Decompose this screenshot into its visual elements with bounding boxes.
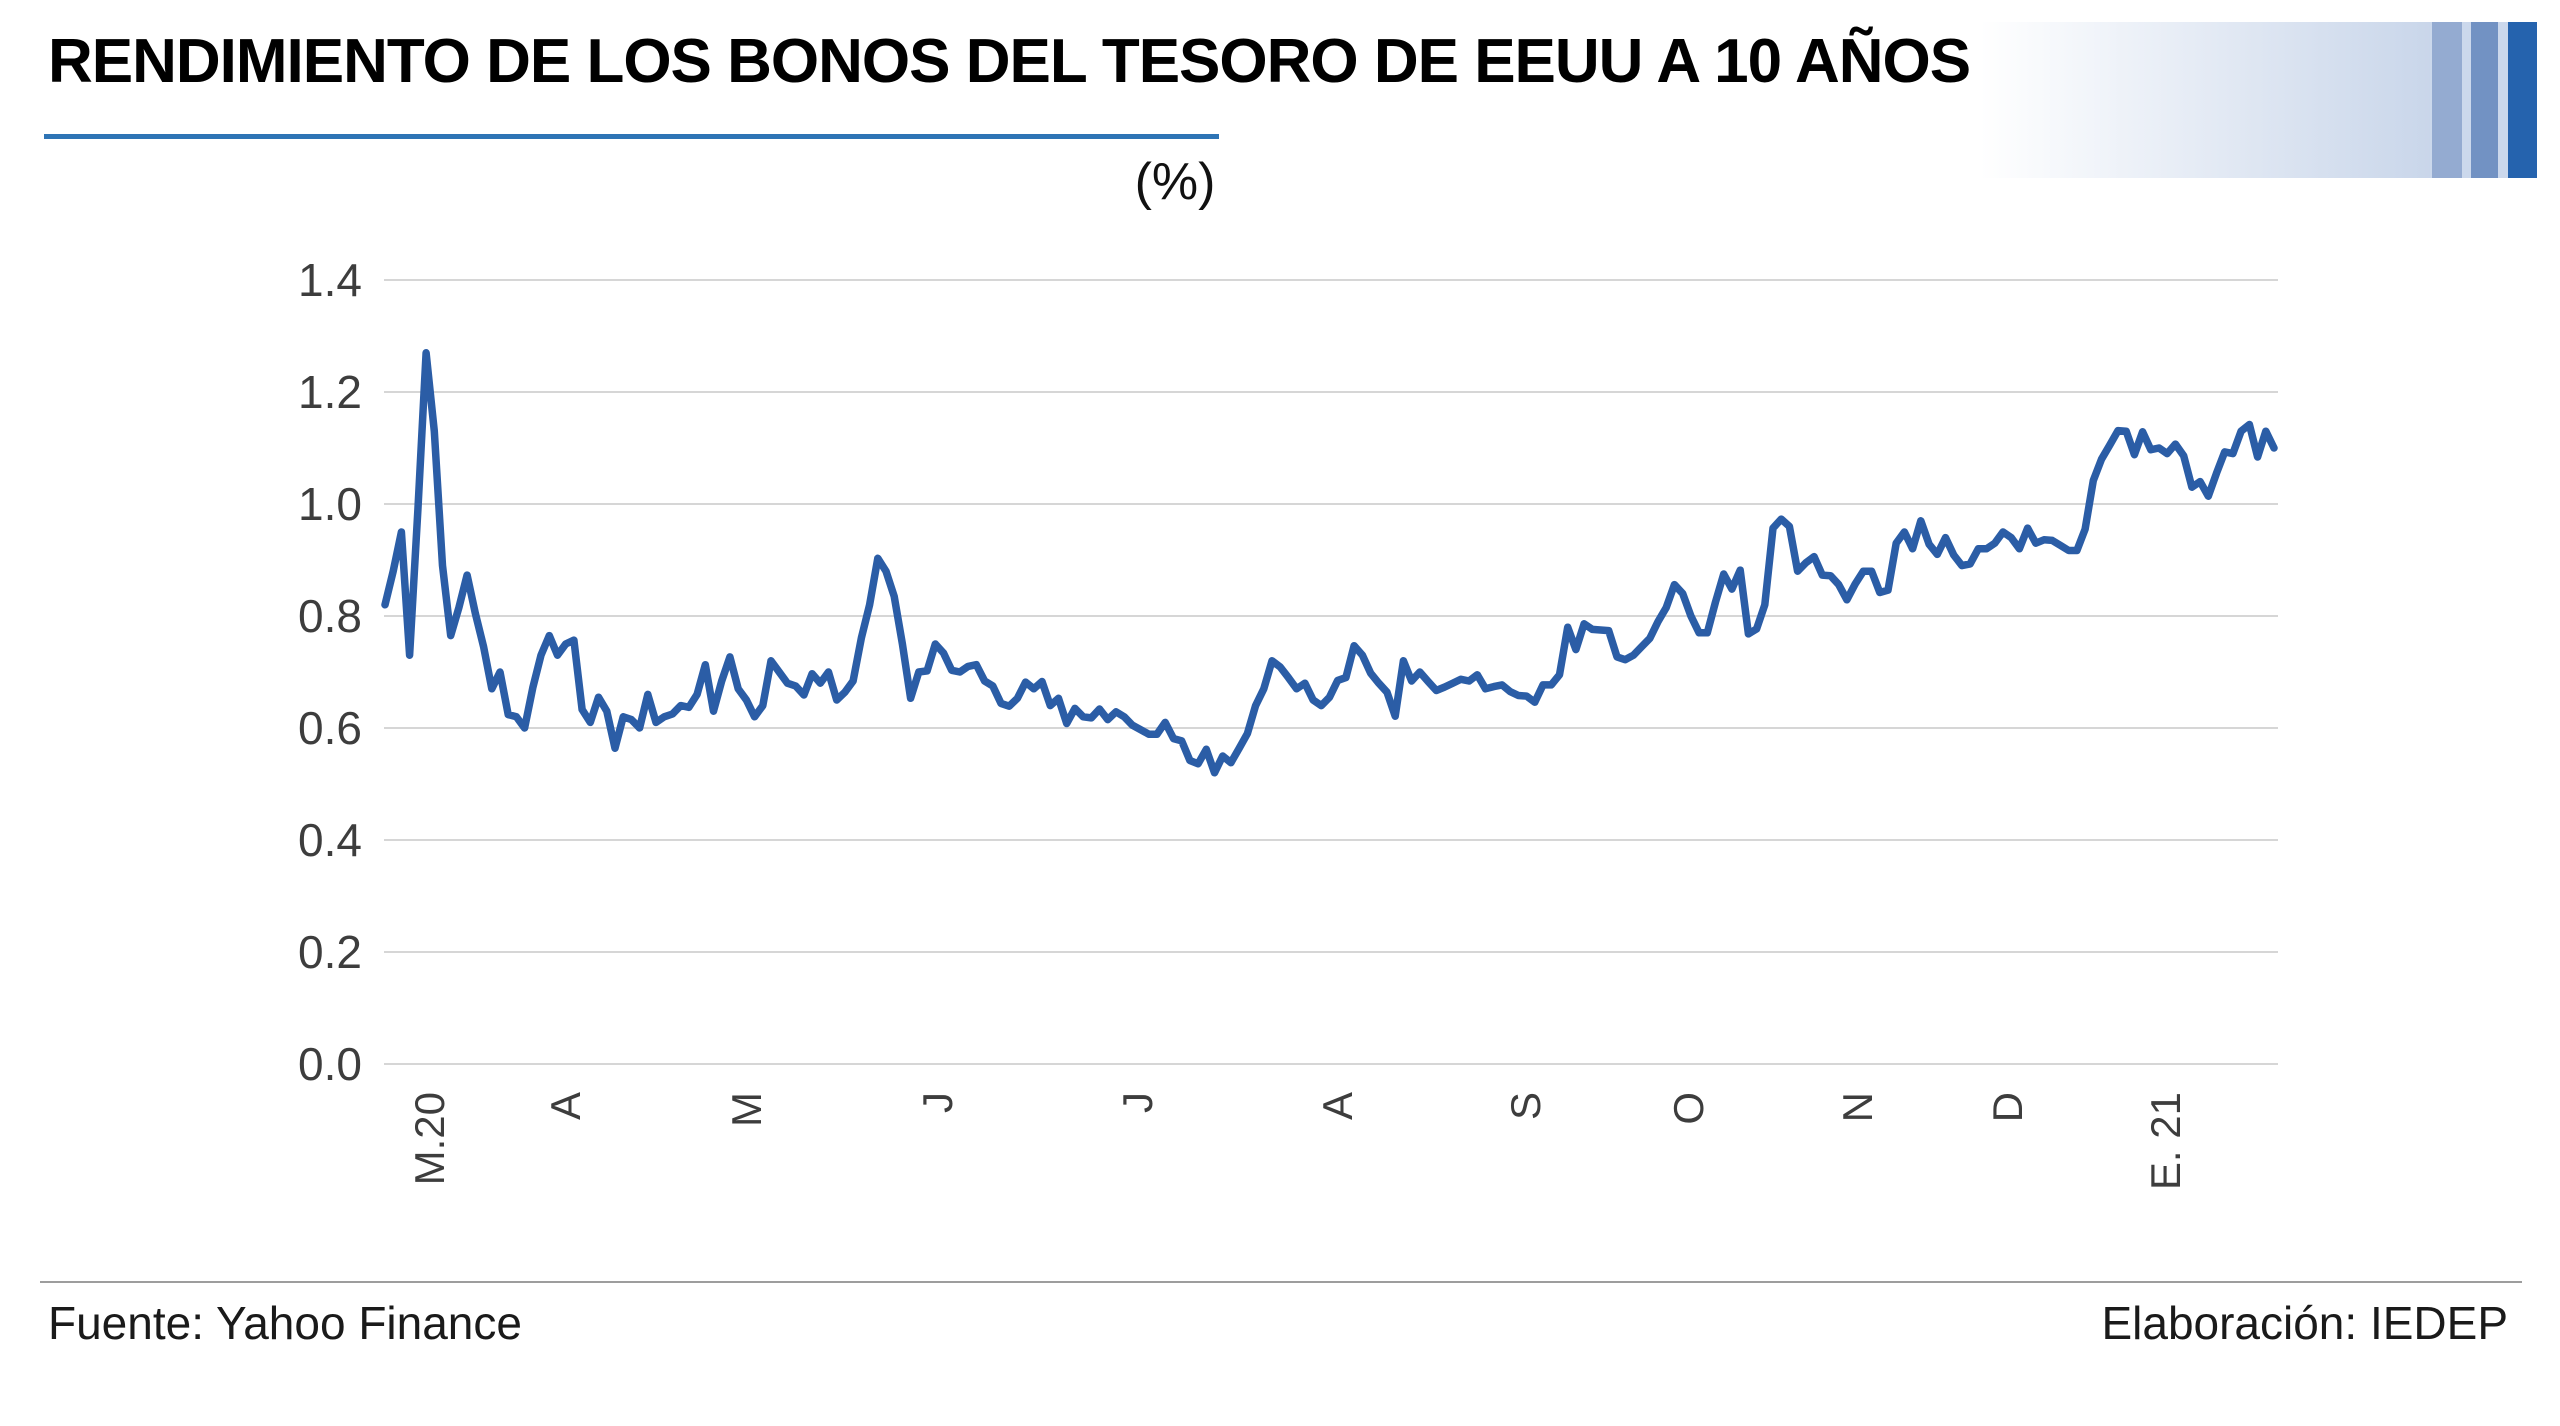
x-axis-tick-label: J — [913, 1092, 961, 1113]
y-axis-tick-label: 0.6 — [298, 702, 362, 754]
x-axis-tick-label: N — [1834, 1092, 1882, 1123]
x-axis-tick-label: E. 21 — [2141, 1092, 2189, 1191]
corner-bar-light — [2432, 22, 2462, 178]
unit-label: (%) — [1134, 153, 1216, 211]
x-axis-tick-label: M — [722, 1092, 770, 1127]
elaboration-caption: Elaboración: IEDEP — [2101, 1297, 2508, 1349]
y-axis-tick-label: 0.8 — [298, 590, 362, 642]
source-caption: Fuente: Yahoo Finance — [48, 1297, 522, 1349]
x-axis-tick-label: A — [541, 1092, 589, 1121]
y-axis-tick-label: 0.2 — [298, 926, 362, 978]
y-axis-tick-label: 1.4 — [298, 254, 362, 306]
x-axis-tick-label: D — [1984, 1092, 2032, 1123]
yield-line-series — [381, 349, 2278, 777]
corner-bar-dark — [2508, 22, 2537, 178]
x-axis-tick-label: S — [1501, 1092, 1549, 1121]
y-axis-tick-label: 0.4 — [298, 814, 362, 866]
corner-gradient-band — [1980, 22, 2432, 178]
corner-bar-mid — [2471, 22, 2498, 178]
page-title: RENDIMIENTO DE LOS BONOS DEL TESORO DE E… — [48, 27, 1971, 96]
x-axis-tick-label: M.20 — [405, 1092, 453, 1186]
x-axis-tick-label: A — [1314, 1092, 1361, 1121]
title-underline-decoration — [44, 134, 1219, 139]
y-axis-tick-label: 1.0 — [298, 478, 362, 530]
corner-decoration — [1980, 22, 2537, 178]
y-axis-tick-label: 0.0 — [298, 1038, 362, 1090]
x-axis-tick-label: J — [1113, 1092, 1161, 1113]
footer-divider — [40, 1281, 2522, 1283]
x-axis-tick-label: O — [1664, 1092, 1712, 1125]
y-axis-tick-label: 1.2 — [298, 366, 362, 418]
